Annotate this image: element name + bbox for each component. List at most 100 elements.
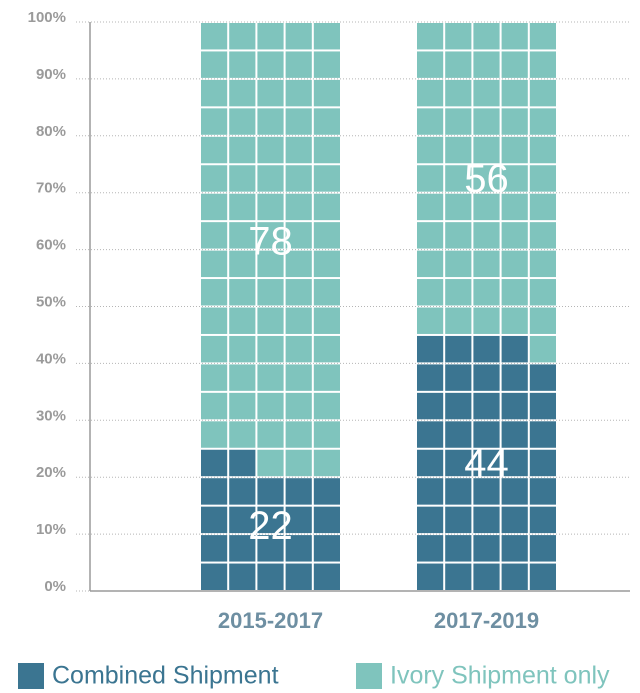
waffle-cell: [529, 193, 556, 221]
waffle-cell: [529, 335, 556, 363]
waffle-cell: [529, 23, 556, 50]
waffle-cell: [445, 449, 472, 477]
waffle-cell: [201, 108, 228, 135]
y-tick-label: 60%: [36, 237, 66, 254]
waffle-cell: [313, 307, 340, 334]
waffle-cell: [417, 449, 444, 477]
waffle-cell: [229, 307, 256, 334]
waffle-cell: [285, 563, 312, 590]
waffle-cell: [445, 136, 472, 164]
waffle-cell: [313, 108, 340, 135]
waffle-cell: [229, 506, 256, 534]
data-label: 22: [248, 504, 293, 548]
waffle-cell: [229, 421, 256, 448]
waffle-cell: [313, 392, 340, 420]
waffle-cell: [313, 449, 340, 477]
waffle-cell: [257, 222, 284, 249]
waffle-cell: [313, 421, 340, 448]
waffle-cell: [417, 307, 444, 334]
waffle-cell: [229, 478, 256, 505]
waffle-cell: [501, 449, 528, 477]
waffle-cell: [257, 335, 284, 363]
waffle-cell: [201, 79, 228, 107]
waffle-cell: [445, 335, 472, 363]
waffle-cell: [473, 23, 500, 50]
waffle-cell: [417, 136, 444, 164]
waffle-cell: [473, 563, 500, 590]
waffle-cell: [229, 250, 256, 278]
waffle-cell: [285, 478, 312, 505]
waffle-cell: [529, 478, 556, 505]
waffle-cell: [313, 506, 340, 534]
waffle-cell: [285, 307, 312, 334]
waffle-cell: [529, 79, 556, 107]
waffle-cell: [445, 51, 472, 78]
waffle-cell: [473, 535, 500, 562]
waffle-cell: [201, 364, 228, 391]
legend-swatch: [18, 663, 44, 689]
waffle-cell: [313, 51, 340, 78]
waffle-cell: [313, 79, 340, 107]
waffle-cell: [445, 279, 472, 306]
waffle-cell: [257, 51, 284, 78]
y-tick-label: 100%: [28, 9, 66, 26]
y-tick-label: 90%: [36, 66, 66, 83]
waffle-cell: [529, 222, 556, 249]
waffle-cell: [257, 23, 284, 50]
waffle-cell: [257, 279, 284, 306]
waffle-cell: [529, 307, 556, 334]
waffle-cell: [529, 108, 556, 135]
waffle-cell: [501, 165, 528, 192]
waffle-cell: [201, 506, 228, 534]
waffle-cell: [473, 250, 500, 278]
waffle-cell: [285, 421, 312, 448]
waffle-cell: [285, 250, 312, 278]
waffle-cell: [285, 392, 312, 420]
waffle-cell: [201, 335, 228, 363]
waffle-cell: [285, 51, 312, 78]
waffle-cell: [445, 222, 472, 249]
waffle-cell: [445, 478, 472, 505]
y-tick-label: 10%: [36, 521, 66, 538]
x-tick-label: 2015-2017: [218, 608, 323, 633]
waffle-cell: [313, 478, 340, 505]
waffle-cell: [501, 51, 528, 78]
waffle-cell: [285, 364, 312, 391]
waffle-cell: [501, 364, 528, 391]
waffle-cell: [201, 478, 228, 505]
waffle-cell: [229, 535, 256, 562]
waffle-cell: [201, 250, 228, 278]
waffle-cell: [313, 193, 340, 221]
data-label: 44: [464, 441, 509, 485]
waffle-cell: [473, 136, 500, 164]
waffle-cell: [257, 364, 284, 391]
waffle-cell: [229, 563, 256, 590]
waffle-cell: [473, 165, 500, 192]
waffle-cell: [417, 51, 444, 78]
waffle-cell: [313, 23, 340, 50]
waffle-cell: [313, 364, 340, 391]
waffle-cell: [285, 279, 312, 306]
waffle-cell: [417, 165, 444, 192]
waffle-cell: [501, 279, 528, 306]
waffle-cell: [501, 335, 528, 363]
waffle-cell: [201, 136, 228, 164]
waffle-cell: [201, 222, 228, 249]
waffle-cell: [529, 449, 556, 477]
waffle-cell: [201, 51, 228, 78]
y-tick-label: 50%: [36, 293, 66, 310]
waffle-cell: [417, 506, 444, 534]
waffle-cell: [229, 165, 256, 192]
waffle-cell: [529, 563, 556, 590]
waffle-cell: [473, 392, 500, 420]
waffle-cell: [473, 421, 500, 448]
waffle-cell: [201, 279, 228, 306]
waffle-cell: [417, 478, 444, 505]
waffle-cell: [473, 108, 500, 135]
waffle-cell: [285, 335, 312, 363]
waffle-cell: [229, 449, 256, 477]
waffle-cell: [445, 23, 472, 50]
waffle-cell: [417, 23, 444, 50]
waffle-cell: [285, 136, 312, 164]
waffle-cell: [201, 392, 228, 420]
